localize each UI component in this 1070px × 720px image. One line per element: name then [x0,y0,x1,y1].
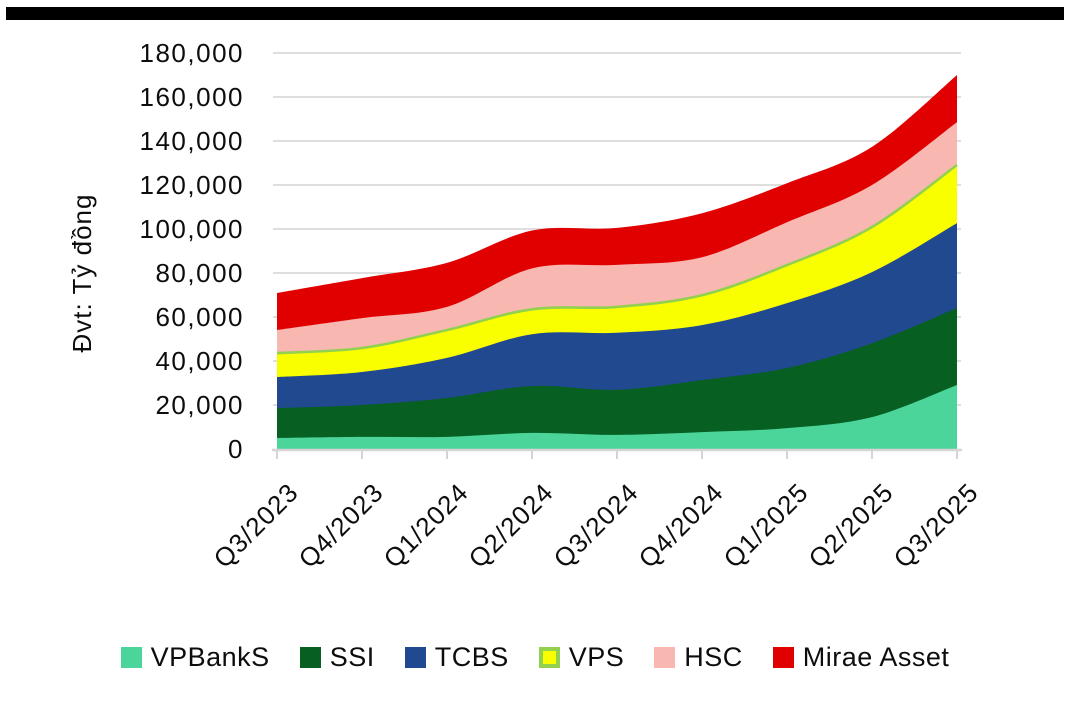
y-tick-label: 140,000 [139,126,244,156]
legend-item: TCBS [404,641,509,673]
area-ssi [277,308,957,449]
legend-swatch-tcbs [404,646,426,668]
y-tick-label: 160,000 [139,82,244,112]
legend-swatch-mirae-asset [772,646,794,668]
legend-item: VPS [538,641,625,673]
legend-label: VPBankS [150,642,270,672]
legend-label: Mirae Asset [802,642,950,672]
legend-swatch-vpbanks [120,646,142,668]
legend-swatch-hsc [654,646,676,668]
y-tick-label: 0 [228,434,244,464]
y-tick-label: 60,000 [155,302,244,332]
legend-item: SSI [299,641,375,673]
y-tick-label: 80,000 [155,258,244,288]
y-axis-title: Đvt: Tỷ đồng [67,193,97,353]
y-tick-label: 20,000 [155,390,244,420]
legend-label: HSC [684,642,743,672]
top-divider-bar [6,7,1064,20]
y-tick-label: 120,000 [139,170,244,200]
legend-label: VPS [568,642,625,672]
legend-swatch-vps [538,646,560,668]
legend-item: VPBankS [120,641,270,673]
legend-item: Mirae Asset [772,641,950,673]
y-tick-label: 100,000 [139,214,244,244]
legend-swatch-ssi [299,646,321,668]
y-tick-label: 40,000 [155,346,244,376]
area-vpbanks [277,385,957,449]
y-tick-label: 180,000 [139,38,244,68]
legend-label: TCBS [434,642,509,672]
legend-label: SSI [329,642,375,672]
area-border-vps [276,163,958,355]
legend-item: HSC [654,641,743,673]
legend: VPBankS SSI TCBS VPS HSC Mirae Asset [0,641,1070,673]
